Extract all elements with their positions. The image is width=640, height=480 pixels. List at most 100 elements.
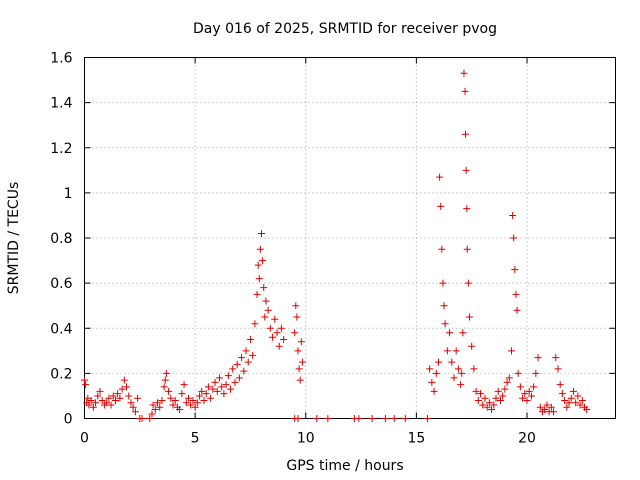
data-point bbox=[202, 390, 210, 398]
data-point bbox=[519, 394, 527, 402]
data-point bbox=[439, 279, 447, 287]
data-point bbox=[156, 403, 164, 411]
data-point bbox=[509, 211, 517, 219]
data-point bbox=[204, 383, 212, 391]
data-point bbox=[448, 358, 456, 366]
data-point bbox=[120, 376, 128, 384]
data-point bbox=[293, 313, 301, 321]
data-point bbox=[401, 415, 409, 422]
data-point bbox=[550, 408, 558, 416]
data-point bbox=[253, 290, 261, 298]
data-point bbox=[138, 415, 146, 422]
data-point bbox=[81, 376, 88, 384]
data-point bbox=[103, 399, 111, 407]
data-point bbox=[510, 234, 518, 242]
data-point bbox=[109, 392, 117, 400]
data-point bbox=[561, 396, 569, 404]
data-point bbox=[556, 381, 564, 389]
data-point bbox=[499, 392, 507, 400]
data-point bbox=[479, 401, 487, 409]
data-point bbox=[547, 403, 555, 411]
data-point bbox=[149, 401, 157, 409]
data-point bbox=[294, 347, 302, 355]
data-point bbox=[463, 245, 471, 253]
data-point bbox=[488, 405, 496, 413]
data-point bbox=[222, 381, 230, 389]
data-point bbox=[271, 315, 279, 323]
data-point bbox=[563, 403, 571, 411]
data-point bbox=[297, 338, 305, 346]
data-point bbox=[218, 383, 226, 391]
data-point bbox=[94, 392, 102, 400]
data-point bbox=[423, 415, 431, 422]
data-point bbox=[259, 257, 267, 265]
data-point bbox=[251, 320, 259, 328]
data-point bbox=[161, 376, 169, 384]
data-point bbox=[355, 415, 363, 422]
data-point bbox=[543, 401, 551, 409]
data-point bbox=[464, 279, 472, 287]
data-point bbox=[527, 392, 535, 400]
x-tick-label: 20 bbox=[518, 431, 536, 447]
y-tick-label: 0.6 bbox=[50, 276, 72, 292]
data-point bbox=[184, 394, 192, 402]
data-point bbox=[468, 342, 476, 350]
data-point bbox=[521, 390, 529, 398]
plot-frame bbox=[84, 57, 616, 419]
data-point bbox=[565, 399, 573, 407]
data-point bbox=[193, 399, 201, 407]
data-point bbox=[505, 374, 513, 382]
data-point bbox=[238, 354, 246, 362]
data-point bbox=[578, 396, 586, 404]
data-point bbox=[167, 394, 175, 402]
data-point bbox=[160, 383, 168, 391]
data-point bbox=[242, 347, 250, 355]
data-point bbox=[298, 358, 306, 366]
data-point bbox=[85, 401, 93, 409]
data-point bbox=[554, 365, 562, 373]
data-point bbox=[211, 378, 219, 386]
data-point bbox=[165, 387, 173, 395]
data-point bbox=[187, 401, 195, 409]
data-point bbox=[269, 333, 277, 341]
y-axis-title: SRMTID / TECUs bbox=[6, 182, 22, 295]
data-point bbox=[215, 374, 223, 382]
data-point bbox=[256, 245, 264, 253]
data-point bbox=[436, 173, 444, 181]
y-tick-label: 0 bbox=[64, 412, 73, 428]
y-tick-label: 1.2 bbox=[50, 141, 72, 157]
data-point bbox=[454, 365, 462, 373]
data-point bbox=[440, 302, 448, 310]
data-point bbox=[280, 336, 288, 344]
data-point bbox=[123, 383, 131, 391]
data-point bbox=[541, 405, 549, 413]
data-point bbox=[368, 415, 376, 422]
data-point bbox=[432, 369, 440, 377]
data-point bbox=[426, 365, 434, 373]
data-point bbox=[260, 284, 268, 292]
data-point bbox=[450, 374, 458, 382]
data-point bbox=[273, 329, 281, 337]
data-point bbox=[572, 399, 580, 407]
data-point bbox=[381, 415, 389, 422]
data-point bbox=[459, 329, 467, 337]
data-point bbox=[567, 394, 575, 402]
data-point bbox=[465, 313, 473, 321]
data-point bbox=[438, 245, 446, 253]
data-point bbox=[151, 405, 159, 413]
data-point bbox=[233, 360, 241, 368]
data-point bbox=[583, 405, 591, 413]
data-point bbox=[96, 387, 104, 395]
data-point bbox=[291, 329, 299, 337]
data-point bbox=[461, 87, 469, 95]
data-point bbox=[446, 329, 454, 337]
data-point bbox=[457, 381, 465, 389]
x-tick-label: 0 bbox=[80, 431, 89, 447]
data-point bbox=[511, 266, 519, 274]
data-point bbox=[189, 396, 197, 404]
data-point bbox=[207, 394, 215, 402]
grid bbox=[84, 57, 616, 419]
data-point bbox=[169, 401, 177, 409]
data-point bbox=[512, 290, 520, 298]
